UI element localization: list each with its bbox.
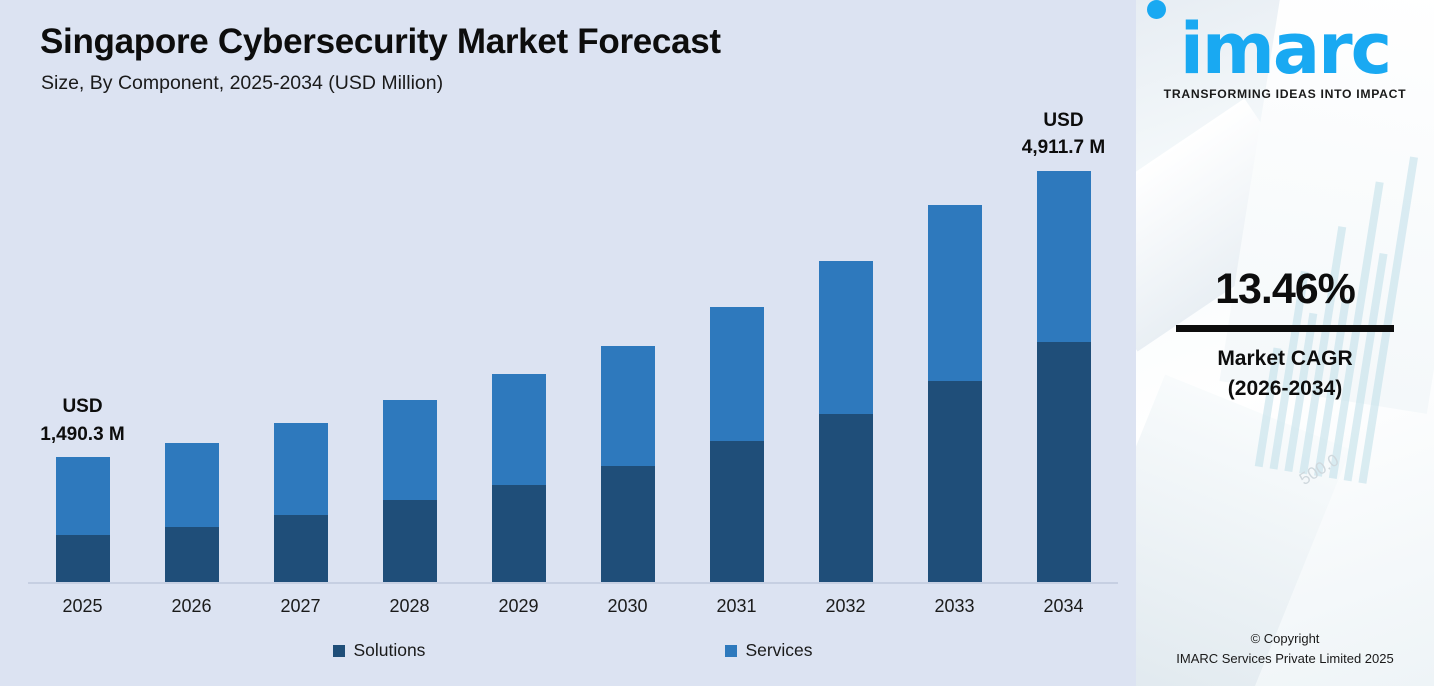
bar-group[interactable] — [573, 110, 682, 582]
stacked-bar[interactable] — [1036, 171, 1091, 582]
cagr-block: 13.46% Market CAGR (2026-2034) — [1136, 268, 1434, 405]
bar-segment-services[interactable] — [818, 261, 873, 415]
copyright-notice: © Copyright IMARC Services Private Limit… — [1136, 629, 1434, 668]
imarc-wordmark: imarc — [1179, 8, 1392, 90]
bar-segment-services[interactable] — [927, 204, 982, 382]
bar-segment-services[interactable] — [491, 374, 546, 486]
bar-segment-solutions[interactable] — [382, 500, 437, 582]
brand-background-texture: 500.0 0.0 — [1136, 0, 1434, 686]
callout-line-2: 1,490.3 M — [40, 423, 125, 445]
bar-segment-services[interactable] — [273, 423, 328, 516]
bar-segment-services[interactable] — [382, 399, 437, 500]
page-title: Singapore Cybersecurity Market Forecast — [40, 22, 721, 61]
bar-segment-services[interactable] — [709, 307, 764, 442]
copyright-line-2: IMARC Services Private Limited 2025 — [1176, 650, 1394, 666]
cagr-value: 13.46% — [1215, 265, 1356, 313]
bar-group[interactable] — [137, 110, 246, 582]
x-axis-tick-label: 2027 — [280, 596, 321, 616]
cagr-label-line2: (2026-2034) — [1227, 377, 1343, 401]
brand-panel: 500.0 0.0 imarc TRANSFORMING IDEAS INTO … — [1136, 0, 1434, 686]
bar-group[interactable] — [791, 110, 900, 582]
bar-group[interactable]: USD 1,490.3 M — [28, 110, 137, 582]
stacked-bar[interactable] — [818, 261, 873, 582]
legend-label: Solutions — [353, 640, 426, 660]
bar-group[interactable] — [464, 110, 573, 582]
stacked-bar[interactable] — [491, 374, 546, 582]
x-axis-labels: 2025 2026 2027 2028 2029 2030 2031 2032 2033 2034 — [28, 596, 1118, 617]
callout-line-2: 4,911.7 M — [1021, 137, 1106, 159]
bar-segment-services[interactable] — [164, 442, 219, 528]
legend-swatch-icon — [725, 644, 738, 657]
imarc-logo-dot-icon — [1147, 0, 1166, 19]
legend-label: Services — [745, 640, 813, 660]
bar-segment-solutions[interactable] — [1036, 342, 1091, 582]
stacked-bar[interactable] — [927, 204, 982, 582]
stacked-bar[interactable] — [55, 457, 110, 582]
legend-item-services[interactable]: Services — [725, 640, 813, 661]
legend-item-solutions[interactable]: Solutions — [333, 640, 425, 661]
callout-line-1: USD — [62, 396, 103, 418]
bar-group[interactable] — [355, 110, 464, 582]
plot-area: USD 1,490.3 M USD 4,911.7 M — [28, 110, 1118, 584]
stacked-bar[interactable] — [382, 399, 437, 582]
bar-segment-solutions[interactable] — [491, 485, 546, 582]
chart-panel: Singapore Cybersecurity Market Forecast … — [28, 22, 1118, 661]
bar-group[interactable] — [900, 110, 1009, 582]
imarc-logo: imarc TRANSFORMING IDEAS INTO IMPACT — [1136, 0, 1434, 101]
x-axis-tick-label: 2030 — [607, 596, 648, 616]
x-axis-line — [28, 582, 1118, 584]
bar-segment-solutions[interactable] — [600, 466, 655, 582]
cagr-divider — [1176, 325, 1394, 332]
copyright-line-1: © Copyright — [1250, 631, 1320, 646]
bar-value-callout: USD 4,911.7 M — [1022, 107, 1105, 162]
stacked-bar[interactable] — [164, 442, 219, 582]
bar-group[interactable] — [682, 110, 791, 582]
imarc-tagline: TRANSFORMING IDEAS INTO IMPACT — [1163, 86, 1407, 101]
x-axis-tick-label: 2031 — [716, 596, 757, 616]
x-axis-tick-label: 2026 — [171, 596, 212, 616]
stacked-bar[interactable] — [709, 307, 764, 582]
bar-group[interactable] — [246, 110, 355, 582]
bar-segment-solutions[interactable] — [818, 414, 873, 582]
stacked-bar[interactable] — [273, 423, 328, 582]
stacked-bar[interactable] — [600, 346, 655, 582]
callout-line-1: USD — [1043, 109, 1084, 131]
bar-segment-services[interactable] — [1036, 171, 1091, 343]
x-axis-tick-label: 2029 — [498, 596, 539, 616]
x-axis-tick-label: 2032 — [825, 596, 866, 616]
x-axis-tick-label: 2033 — [934, 596, 975, 616]
bar-series-container: USD 1,490.3 M USD 4,911.7 M — [28, 110, 1118, 582]
bar-segment-solutions[interactable] — [55, 535, 110, 582]
x-axis-tick-label: 2025 — [62, 596, 103, 616]
bar-group[interactable]: USD 4,911.7 M — [1009, 110, 1118, 582]
x-axis-tick-label: 2034 — [1043, 596, 1084, 616]
cagr-label-line1: Market CAGR — [1217, 347, 1353, 370]
bar-segment-services[interactable] — [600, 346, 655, 467]
bar-segment-solutions[interactable] — [164, 527, 219, 582]
bar-segment-solutions[interactable] — [709, 441, 764, 582]
bar-segment-solutions[interactable] — [273, 515, 328, 582]
chart-legend: Solutions Services — [28, 640, 1118, 661]
bar-value-callout: USD 1,490.3 M — [40, 393, 125, 448]
legend-swatch-icon — [333, 644, 346, 657]
bar-segment-solutions[interactable] — [927, 381, 982, 582]
x-axis-tick-label: 2028 — [389, 596, 430, 616]
bar-segment-services[interactable] — [55, 457, 110, 536]
chart-subtitle: Size, By Component, 2025-2034 (USD Milli… — [41, 72, 444, 94]
